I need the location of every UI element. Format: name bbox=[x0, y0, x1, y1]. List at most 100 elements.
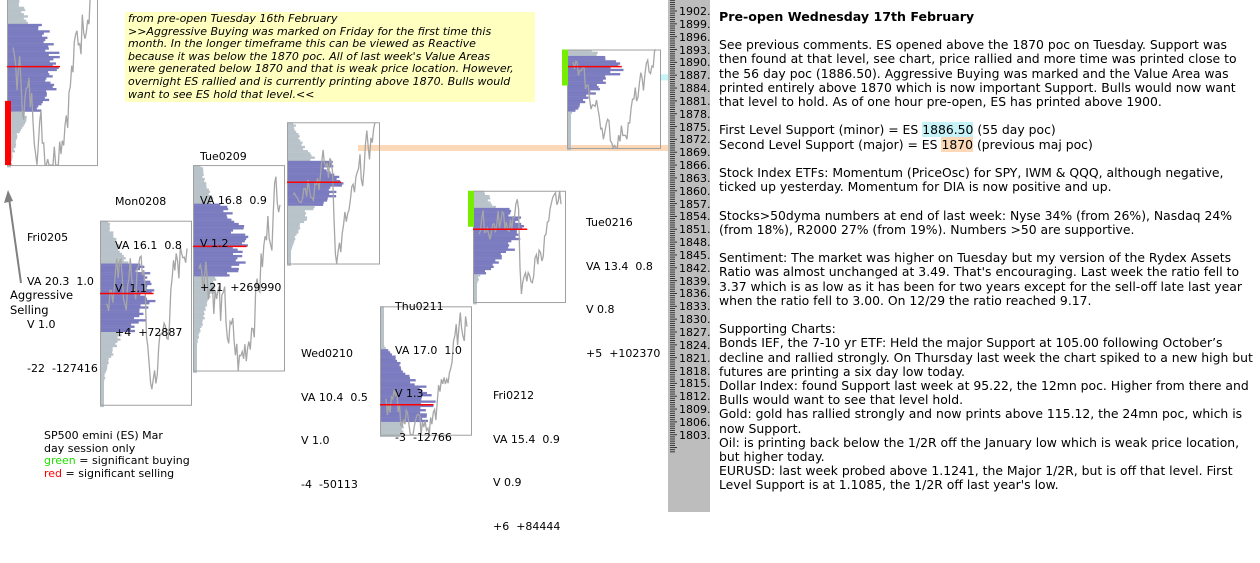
profile-bar bbox=[7, 111, 25, 114]
profile-bar bbox=[193, 188, 209, 191]
profile-bar bbox=[193, 346, 197, 350]
profile-bar bbox=[193, 312, 205, 316]
session-label-tue0216: Tue0216 VA 13.4 0.8 V 0.8 +5 +102370 bbox=[586, 187, 660, 390]
profile-bar bbox=[100, 396, 104, 399]
profile-bar bbox=[7, 122, 26, 125]
profile-bar bbox=[100, 259, 124, 262]
market-profile-chart: from pre-open Tuesday 16th February >>Ag… bbox=[0, 0, 668, 533]
profile-bar bbox=[193, 349, 197, 352]
profile-bar bbox=[193, 272, 228, 275]
profile-bar bbox=[567, 77, 606, 80]
session-label-wed0210: Wed0210 VA 10.4 0.5 V 1.0 -4 -50113 bbox=[301, 318, 368, 521]
profile-bar bbox=[193, 368, 197, 371]
profile-bar bbox=[473, 299, 477, 303]
profile-bar bbox=[100, 321, 139, 324]
session-profile-fri0212 bbox=[468, 190, 566, 305]
profile-bar bbox=[7, 19, 27, 22]
profile-bar bbox=[7, 23, 42, 27]
profile-bar bbox=[287, 244, 293, 247]
session-date: Thu0211 bbox=[395, 300, 444, 313]
price-axis: 1902. 1899. 1896. 1893. 1890. 1887. 1884. 1881.… bbox=[668, 0, 710, 512]
profile-bar bbox=[193, 344, 197, 348]
profile-bar bbox=[380, 421, 404, 425]
note-line: because it was below the 1870 poc. All o… bbox=[128, 49, 491, 63]
profile-bar bbox=[7, 141, 16, 144]
profile-bar bbox=[193, 306, 206, 309]
profile-bar bbox=[567, 126, 571, 129]
profile-bar bbox=[287, 248, 292, 251]
profile-bar bbox=[100, 361, 109, 365]
commentary-eurusd: EURUSD: last week probed above 1.1241, t… bbox=[719, 463, 1233, 493]
profile-bar bbox=[473, 254, 502, 258]
profile-bar bbox=[7, 77, 47, 80]
support-value-highlight: 1886.50 bbox=[922, 122, 974, 138]
profile-bar bbox=[380, 359, 398, 363]
profile-bar bbox=[7, 62, 57, 65]
profile-bar bbox=[380, 368, 402, 371]
profile-bar bbox=[287, 165, 334, 168]
reference-line-1870 bbox=[358, 144, 668, 151]
note-line: month. In the longer timeframe this can … bbox=[128, 37, 476, 51]
commentary-gold: Gold: gold has rallied strongly and now … bbox=[719, 406, 1243, 436]
session-profile-fri0205 bbox=[5, 0, 98, 168]
axis-tick-label: 1896. bbox=[679, 30, 710, 44]
profile-bar bbox=[193, 340, 198, 343]
profile-bar bbox=[193, 237, 247, 241]
profile-bar bbox=[380, 413, 427, 416]
axis-tick-label: 1887. bbox=[679, 69, 710, 83]
session-frame bbox=[7, 0, 98, 167]
profile-bar bbox=[380, 344, 385, 348]
profile-bar bbox=[7, 0, 20, 1]
profile-bar bbox=[7, 94, 47, 97]
profile-bar bbox=[193, 261, 246, 264]
profile-bar bbox=[287, 254, 291, 258]
profile-bar bbox=[567, 115, 571, 119]
profile-bar bbox=[193, 244, 248, 247]
profile-bar bbox=[7, 120, 27, 123]
profile-bar bbox=[473, 295, 477, 298]
profile-bar bbox=[100, 250, 120, 254]
profile-bar bbox=[380, 349, 389, 352]
profile-bar bbox=[473, 225, 525, 228]
profile-bar bbox=[287, 180, 341, 183]
profile-bar bbox=[7, 30, 50, 33]
profile-bar bbox=[380, 319, 384, 322]
profile-bar bbox=[100, 229, 110, 232]
axis-tick-label: 1836. bbox=[679, 287, 710, 301]
profile-bar bbox=[287, 143, 302, 147]
profile-bar bbox=[380, 409, 426, 412]
profile-bar bbox=[7, 68, 57, 72]
profile-bar bbox=[193, 205, 228, 209]
profile-bar bbox=[380, 346, 386, 350]
profile-bar bbox=[7, 8, 26, 12]
session-va: VA 17.0 1.0 bbox=[395, 343, 462, 357]
profile-bar bbox=[567, 96, 589, 99]
session-label-mon0208: Mon0208 VA 16.1 0.8 V 1.1 +4 +72887 bbox=[115, 166, 182, 369]
session-profile-mon0208 bbox=[100, 220, 192, 408]
axis-tick-label: 1890. bbox=[679, 56, 710, 70]
session-date: Mon0208 bbox=[115, 195, 167, 208]
axis-tick-label: 1893. bbox=[679, 43, 710, 57]
profile-bar bbox=[287, 233, 297, 236]
profile-bar bbox=[567, 143, 571, 147]
profile-bar bbox=[7, 75, 53, 78]
profile-bar bbox=[7, 45, 49, 48]
profile-bar bbox=[100, 394, 104, 397]
profile-bar bbox=[100, 379, 105, 382]
profile-bar bbox=[100, 244, 120, 247]
profile-bar bbox=[287, 242, 294, 245]
profile-bar bbox=[473, 205, 496, 209]
profile-bar bbox=[193, 323, 203, 326]
session-delta: +6 +84444 bbox=[493, 519, 561, 533]
commentary-oil: Oil: is printing back below the 1/2R off… bbox=[719, 434, 1240, 465]
profile-bar bbox=[380, 342, 384, 346]
profile-bar bbox=[380, 404, 434, 408]
profile-bar bbox=[380, 321, 384, 324]
profile-bar bbox=[287, 152, 311, 155]
profile-bar bbox=[193, 342, 198, 346]
profile-bar bbox=[287, 263, 291, 266]
profile-bar bbox=[287, 141, 303, 144]
profile-bar bbox=[100, 372, 105, 375]
aggressive-selling-marker bbox=[5, 100, 11, 166]
profile-bar bbox=[193, 263, 240, 266]
